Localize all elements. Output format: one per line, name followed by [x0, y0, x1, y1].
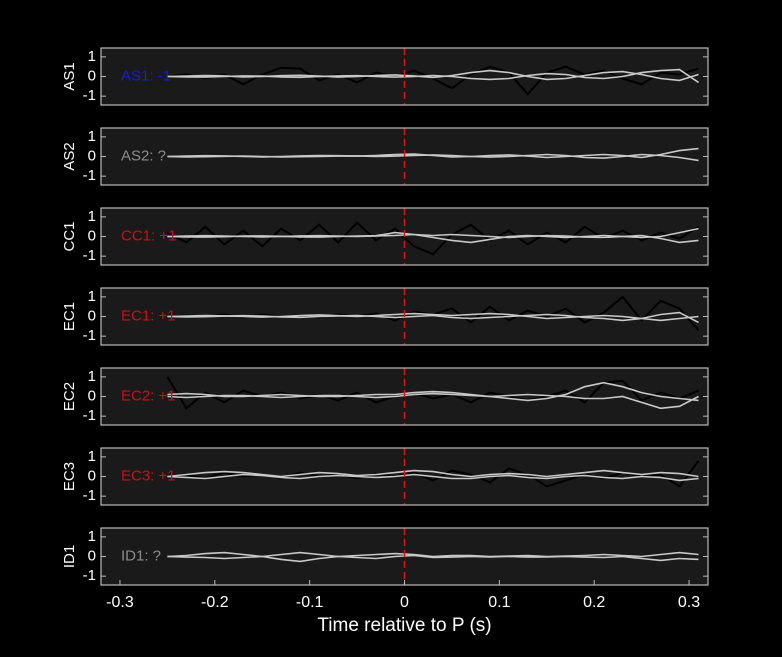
- line-series: [167, 65, 699, 96]
- panel-border: [100, 367, 709, 426]
- line-series: [167, 469, 699, 478]
- y-tick-label: 1: [88, 128, 96, 145]
- y-tick-label: -1: [83, 567, 96, 584]
- annotation: CC1: +1: [121, 227, 176, 244]
- y-tick-label: -1: [83, 87, 96, 104]
- y-axis-label: CC1: [61, 221, 78, 251]
- x-tick-label: 0.2: [583, 594, 605, 611]
- line-series: [167, 473, 699, 482]
- x-tick-label: 0.3: [678, 594, 700, 611]
- y-tick-label: 0: [88, 387, 96, 404]
- y-tick-label: 1: [88, 368, 96, 385]
- y-tick-label: 0: [88, 67, 96, 84]
- y-tick-label: 1: [88, 48, 96, 65]
- x-tick-label: 0.1: [488, 594, 510, 611]
- y-tick-label: 0: [88, 227, 96, 244]
- annotation: ID1: ?: [121, 547, 161, 564]
- y-tick-label: -1: [83, 487, 96, 504]
- y-tick-label: 1: [88, 208, 96, 225]
- y-tick-label: -1: [83, 167, 96, 184]
- line-series: [167, 554, 699, 563]
- annotation: EC3: +1: [121, 467, 176, 484]
- x-tick-label: -0.3: [106, 594, 134, 611]
- annotation: EC1: +1: [121, 307, 176, 324]
- x-axis-label: Time relative to P (s): [317, 615, 491, 636]
- y-axis-label: AS2: [61, 142, 78, 170]
- y-tick-label: -1: [83, 247, 96, 264]
- panel-border: [100, 527, 709, 586]
- y-axis-label: AS1: [61, 62, 78, 90]
- y-tick-label: -1: [83, 407, 96, 424]
- annotation: AS1: -1: [121, 67, 171, 84]
- line-series: [167, 392, 699, 410]
- x-tick-label: -0.2: [201, 594, 229, 611]
- y-axis-label: ID1: [61, 545, 78, 568]
- y-axis-label: EC3: [61, 462, 78, 491]
- line-series: [167, 551, 699, 558]
- line-series: [167, 227, 699, 244]
- y-tick-label: 1: [88, 528, 96, 545]
- y-tick-label: 0: [88, 547, 96, 564]
- y-tick-label: -1: [83, 327, 96, 344]
- line-series: [167, 311, 699, 324]
- line-series: [167, 68, 699, 84]
- panel-border: [100, 287, 709, 346]
- line-series: [166, 376, 699, 410]
- line-series: [167, 231, 699, 244]
- line-series: [167, 153, 699, 162]
- y-axis-label: EC1: [61, 302, 78, 331]
- panel-border: [100, 207, 709, 266]
- annotation: AS2: ?: [121, 147, 166, 164]
- y-tick-label: 0: [88, 307, 96, 324]
- y-axis-label: EC2: [61, 382, 78, 411]
- y-tick-label: 0: [88, 147, 96, 164]
- panel-border: [100, 127, 709, 186]
- line-series: [167, 312, 699, 322]
- annotation: EC2: +1: [121, 387, 176, 404]
- panel-border: [100, 447, 709, 506]
- x-tick-label: -0.1: [296, 594, 324, 611]
- y-tick-label: 1: [88, 288, 96, 305]
- x-tick-label: 0: [400, 594, 409, 611]
- y-tick-label: 1: [88, 448, 96, 465]
- panel-border: [100, 47, 709, 106]
- y-tick-label: 0: [88, 467, 96, 484]
